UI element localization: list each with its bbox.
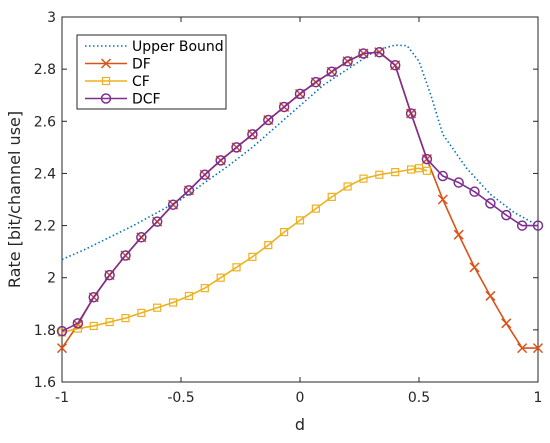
y-tick-label: 2 bbox=[47, 271, 56, 287]
legend-label: DF bbox=[132, 57, 151, 73]
x-tick-label: 0.5 bbox=[408, 390, 430, 406]
data-point bbox=[168, 298, 178, 307]
data-point bbox=[359, 174, 368, 183]
data-point bbox=[56, 343, 68, 354]
legend-label: DCF bbox=[132, 92, 161, 108]
data-point bbox=[215, 155, 226, 166]
y-axis-label: Rate [bit/channel use] bbox=[5, 111, 24, 288]
data-point bbox=[120, 250, 131, 261]
x-tick-label: -0.5 bbox=[167, 390, 194, 406]
data-point bbox=[56, 325, 68, 337]
data-point bbox=[264, 241, 273, 250]
series-layer bbox=[56, 44, 544, 354]
data-point bbox=[501, 318, 512, 329]
series-dcf bbox=[56, 46, 544, 337]
data-point bbox=[453, 229, 464, 240]
legend-label: CF bbox=[132, 74, 150, 90]
data-point bbox=[104, 269, 115, 281]
data-point bbox=[247, 129, 258, 140]
legend-item: Upper Bound bbox=[85, 39, 224, 55]
y-tick-label: 2.4 bbox=[34, 166, 56, 182]
data-point bbox=[294, 88, 306, 100]
data-point bbox=[389, 59, 401, 71]
data-point bbox=[105, 317, 114, 327]
tick-labels: -1 -0.5 0 0.5 1 1.6 1.8 2 2.2 2.4 2.6 2.8 3 bbox=[34, 10, 543, 406]
data-point bbox=[343, 182, 352, 191]
data-point bbox=[89, 321, 98, 331]
data-point bbox=[280, 227, 289, 237]
y-tick-label: 3 bbox=[47, 10, 56, 26]
data-point bbox=[72, 318, 84, 329]
data-point bbox=[88, 292, 99, 303]
data-point bbox=[342, 56, 353, 67]
y-tick-label: 2.6 bbox=[34, 114, 56, 130]
data-point bbox=[485, 198, 496, 209]
data-point bbox=[326, 66, 337, 77]
data-point bbox=[501, 209, 512, 221]
data-point bbox=[121, 314, 130, 323]
data-point bbox=[232, 263, 241, 272]
data-point bbox=[183, 185, 195, 196]
legend-label: Upper Bound bbox=[132, 39, 224, 55]
data-point bbox=[437, 194, 448, 205]
data-point bbox=[136, 232, 147, 243]
data-point bbox=[184, 291, 194, 301]
data-point bbox=[358, 48, 369, 59]
series-line bbox=[61, 167, 428, 334]
data-point bbox=[167, 199, 179, 210]
y-tick-label: 1.8 bbox=[34, 323, 56, 339]
data-point bbox=[310, 76, 322, 88]
x-axis-label: d bbox=[295, 415, 305, 434]
data-point bbox=[199, 169, 211, 180]
x-tick-label: 0 bbox=[296, 390, 305, 406]
legend-marker bbox=[100, 58, 112, 69]
series-line bbox=[61, 51, 538, 332]
data-point bbox=[406, 165, 416, 174]
data-point bbox=[278, 101, 290, 113]
y-tick-label: 2.8 bbox=[34, 62, 56, 78]
data-point bbox=[421, 153, 433, 165]
data-point bbox=[216, 273, 225, 282]
data-point bbox=[532, 343, 544, 354]
data-point bbox=[153, 303, 162, 312]
data-point bbox=[311, 204, 320, 213]
data-point bbox=[453, 177, 464, 188]
data-point bbox=[437, 170, 449, 182]
data-point bbox=[469, 186, 480, 197]
data-point bbox=[516, 220, 528, 231]
x-tick-label: -1 bbox=[55, 390, 69, 406]
data-point bbox=[414, 164, 424, 173]
legend-item: DF bbox=[85, 57, 151, 73]
x-tick-label: 1 bbox=[534, 390, 543, 406]
data-point bbox=[137, 308, 146, 318]
legend-marker bbox=[100, 93, 112, 104]
legend-item: DCF bbox=[85, 92, 161, 108]
series-cf bbox=[57, 164, 432, 337]
data-point bbox=[391, 168, 400, 177]
data-point bbox=[231, 142, 242, 153]
data-point bbox=[151, 216, 163, 227]
data-point bbox=[532, 220, 544, 231]
data-point bbox=[374, 46, 385, 58]
y-tick-label: 2.2 bbox=[34, 219, 56, 235]
data-point bbox=[327, 192, 336, 201]
data-point bbox=[200, 284, 209, 293]
legend-marker bbox=[101, 76, 111, 86]
data-point bbox=[485, 290, 496, 301]
data-point bbox=[248, 252, 257, 261]
data-point bbox=[469, 262, 480, 273]
data-point bbox=[517, 343, 528, 354]
legend-item: CF bbox=[85, 74, 150, 90]
data-point bbox=[295, 216, 305, 225]
y-tick-label: 1.6 bbox=[34, 375, 56, 391]
data-point bbox=[422, 166, 432, 175]
data-point bbox=[405, 108, 417, 119]
data-point bbox=[73, 324, 82, 333]
data-point bbox=[375, 170, 384, 179]
data-point bbox=[263, 114, 274, 126]
